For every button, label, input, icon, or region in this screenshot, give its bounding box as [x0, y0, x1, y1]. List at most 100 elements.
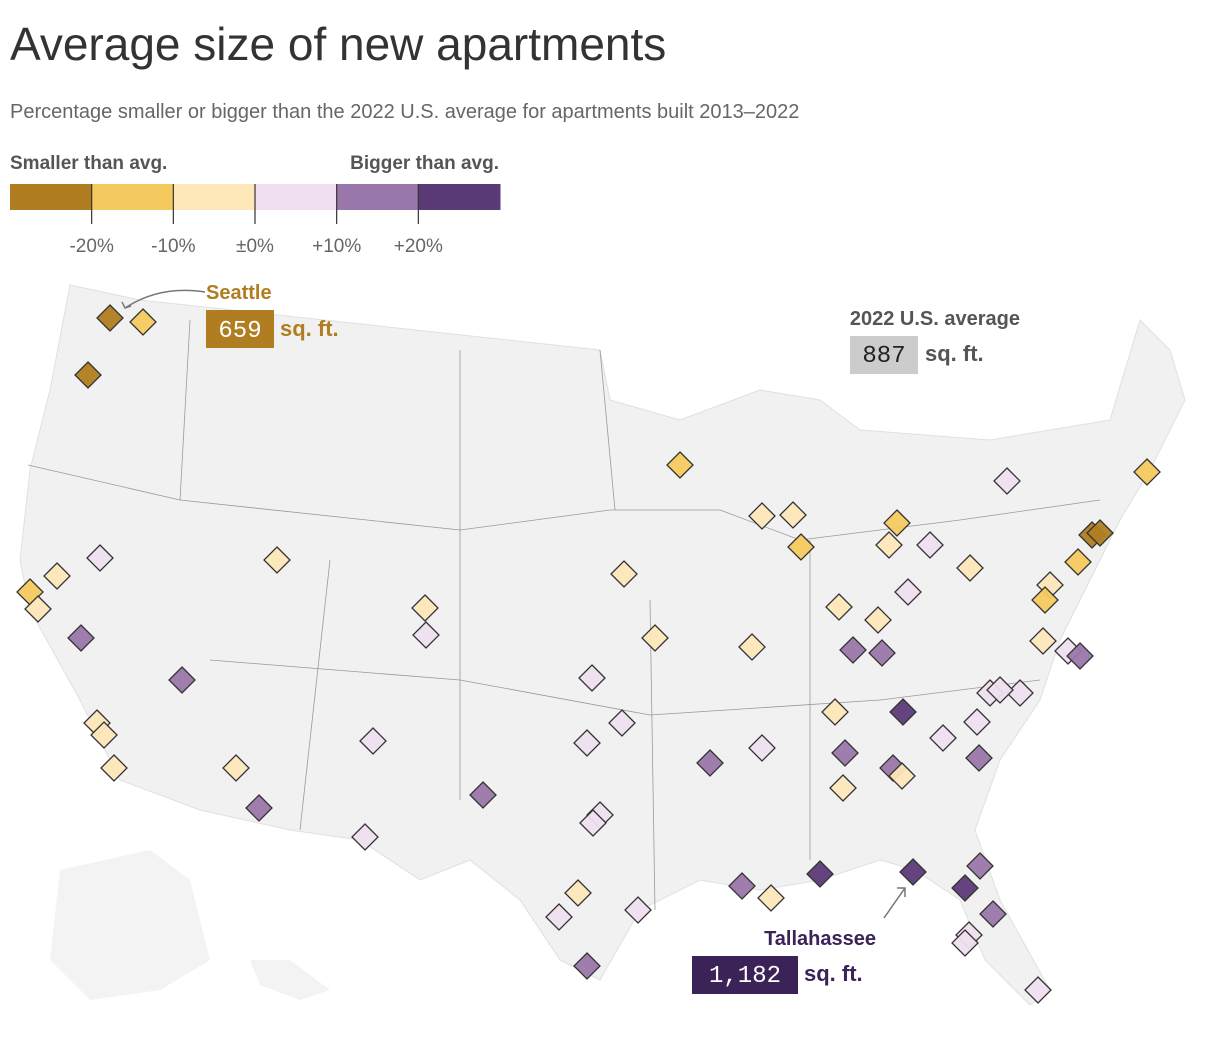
city-marker [245, 794, 273, 822]
city-marker [129, 308, 157, 336]
hawaii [250, 960, 330, 1000]
city-marker [965, 744, 993, 772]
city-marker [779, 501, 807, 529]
city-marker [412, 621, 440, 649]
city-marker [966, 852, 994, 880]
tallahassee-value: 1,182 [709, 963, 781, 990]
city-marker [899, 858, 927, 886]
city-marker [666, 451, 694, 479]
city-marker [875, 531, 903, 559]
legend-tick-label: +10% [312, 236, 361, 257]
city-marker [929, 724, 957, 752]
city-marker [787, 533, 815, 561]
city-marker [748, 502, 776, 530]
legend-tick-label: -20% [69, 236, 113, 257]
city-marker [916, 531, 944, 559]
city-marker [1031, 586, 1059, 614]
legend: -20% -10% ±0% +10% +20% [10, 184, 501, 257]
city-marker [757, 884, 785, 912]
legend-tick-label: ±0% [236, 236, 274, 257]
legend-right-label: Bigger than avg. [350, 153, 499, 174]
map [19, 284, 1186, 1006]
city-marker [579, 809, 607, 837]
city-marker [829, 774, 857, 802]
average-value-box [850, 336, 918, 374]
tallahassee-value-box [692, 956, 798, 994]
average-unit: sq. ft. [925, 341, 984, 366]
city-marker [956, 554, 984, 582]
city-marker [263, 546, 291, 574]
average-label: 2022 U.S. average [850, 308, 1020, 330]
city-marker [696, 749, 724, 777]
legend-swatch [336, 184, 419, 210]
city-marker [86, 544, 114, 572]
seattle-label: Seattle [206, 282, 272, 304]
city-marker [825, 593, 853, 621]
city-marker [624, 896, 652, 924]
city-marker [839, 636, 867, 664]
city-marker [67, 624, 95, 652]
legend-swatch [173, 184, 256, 210]
city-marker [963, 708, 991, 736]
city-marker [1064, 548, 1092, 576]
city-marker [168, 666, 196, 694]
seattle-value-box [206, 310, 274, 348]
city-marker [564, 879, 592, 907]
seattle-value: 659 [218, 318, 261, 345]
city-marker [573, 729, 601, 757]
city-marker [889, 698, 917, 726]
city-marker [738, 633, 766, 661]
city-marker [545, 903, 573, 931]
legend-tick-label: -10% [151, 236, 195, 257]
legend-left-label: Smaller than avg. [10, 153, 167, 174]
city-marker [74, 361, 102, 389]
city-marker [1066, 642, 1094, 670]
city-marker [748, 734, 776, 762]
legend-swatch [91, 184, 174, 210]
city-marker [469, 781, 497, 809]
city-marker [411, 594, 439, 622]
city-marker [90, 721, 118, 749]
city-marker [578, 664, 606, 692]
city-marker [1024, 976, 1052, 1004]
city-marker [864, 606, 892, 634]
city-marker [806, 860, 834, 888]
tallahassee-arrow [883, 887, 906, 919]
average-value: 887 [862, 343, 905, 370]
legend-swatch [418, 184, 501, 210]
city-marker [641, 624, 669, 652]
city-marker [831, 739, 859, 767]
seattle-unit: sq. ft. [280, 316, 339, 341]
city-marker [1086, 519, 1114, 547]
us-outline [19, 284, 1186, 1006]
state-lines [27, 319, 1101, 911]
city-marker [951, 874, 979, 902]
city-marker [1029, 627, 1057, 655]
city-marker [573, 952, 601, 980]
alaska [50, 850, 210, 1000]
city-marker [951, 929, 979, 957]
city-marker [821, 698, 849, 726]
city-marker [351, 823, 379, 851]
city-marker [24, 595, 52, 623]
seattle-arrow [124, 289, 206, 309]
points [16, 304, 1161, 1004]
legend-swatch [255, 184, 338, 210]
tallahassee-unit: sq. ft. [804, 961, 863, 986]
city-marker [608, 709, 636, 737]
city-marker [894, 578, 922, 606]
city-marker [100, 754, 128, 782]
city-marker [993, 467, 1021, 495]
city-marker [610, 560, 638, 588]
city-marker [883, 509, 911, 537]
tallahassee-label: Tallahassee [764, 928, 876, 950]
city-marker [986, 676, 1014, 704]
city-marker [979, 900, 1007, 928]
city-marker [43, 562, 71, 590]
city-marker [1133, 458, 1161, 486]
city-marker [359, 727, 387, 755]
city-marker [728, 872, 756, 900]
city-marker [222, 754, 250, 782]
city-marker [888, 762, 916, 790]
